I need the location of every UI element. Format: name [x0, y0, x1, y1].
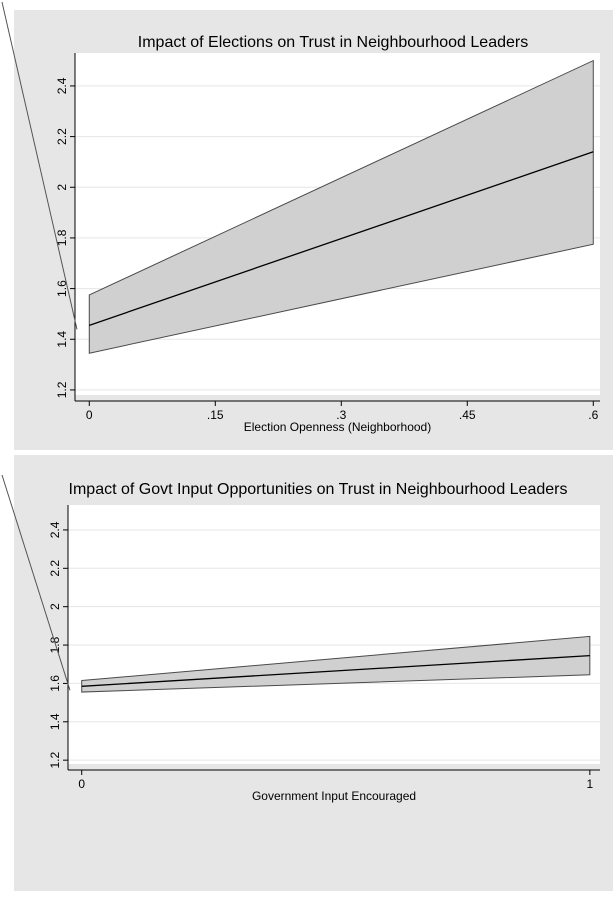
- y-tick-label: 1.4: [48, 713, 62, 730]
- y-tick-label: 2.2: [55, 128, 69, 145]
- x-tick-label: .15: [207, 408, 224, 422]
- x-tick-label: .3: [336, 408, 346, 422]
- y-tick-label: 1.6: [48, 675, 62, 692]
- x-tick-label: 1: [586, 777, 593, 791]
- y-tick-label: 2.4: [55, 77, 69, 94]
- confidence-band: [88, 59, 594, 354]
- prediction-line: [89, 151, 594, 326]
- prediction-line: [81, 654, 590, 687]
- chart-govt-input: 1.2 1.4 1.6 1.8 2 2.2 2.4 0 1 Impact of Govt Inpu…: [1, 455, 613, 891]
- y-tick-label: 2: [55, 184, 69, 191]
- x-tick-label: .6: [588, 408, 598, 422]
- plot-area: [68, 505, 600, 764]
- x-tick-label: 0: [78, 777, 85, 791]
- y-tick-label: 2.4: [48, 521, 62, 538]
- chart-title: Impact of Govt Input Opportunities on Tr…: [69, 481, 568, 498]
- chart-elections: 1.2 1.4 1.6 1.8 2 2.2 2.4 0 .15 .3 .45 .6 Impact of …: [1, 1, 613, 450]
- y-tick-label: 2: [48, 603, 62, 610]
- y-tick-label: 2.2: [48, 560, 62, 577]
- x-tick-label: 0: [86, 408, 93, 422]
- edge-line: [1, 1, 78, 330]
- y-tick-label: 1.8: [48, 636, 62, 653]
- x-tick-label: .45: [459, 408, 476, 422]
- y-tick-label: 1.6: [55, 280, 69, 297]
- y-tick-label: 1.8: [55, 229, 69, 246]
- y-tick-label: 1.4: [55, 331, 69, 348]
- x-axis-label: Election Openness (Neighborhood): [244, 420, 431, 434]
- chart-panel-elections: 1.2 1.4 1.6 1.8 2 2.2 2.4 0 .15 .3 .45 .6 Impact of …: [1, 1, 613, 450]
- y-tick-label: 1.2: [55, 381, 69, 398]
- y-tick-label: 1.2: [48, 751, 62, 768]
- x-axis-label: Government Input Encouraged: [252, 789, 416, 803]
- chart-panel-govt-input: 1.2 1.4 1.6 1.8 2 2.2 2.4 0 1 Impact of Govt Inpu…: [0, 455, 613, 897]
- chart-title: Impact of Elections on Trust in Neighbou…: [138, 34, 528, 51]
- edge-line: [1, 474, 71, 691]
